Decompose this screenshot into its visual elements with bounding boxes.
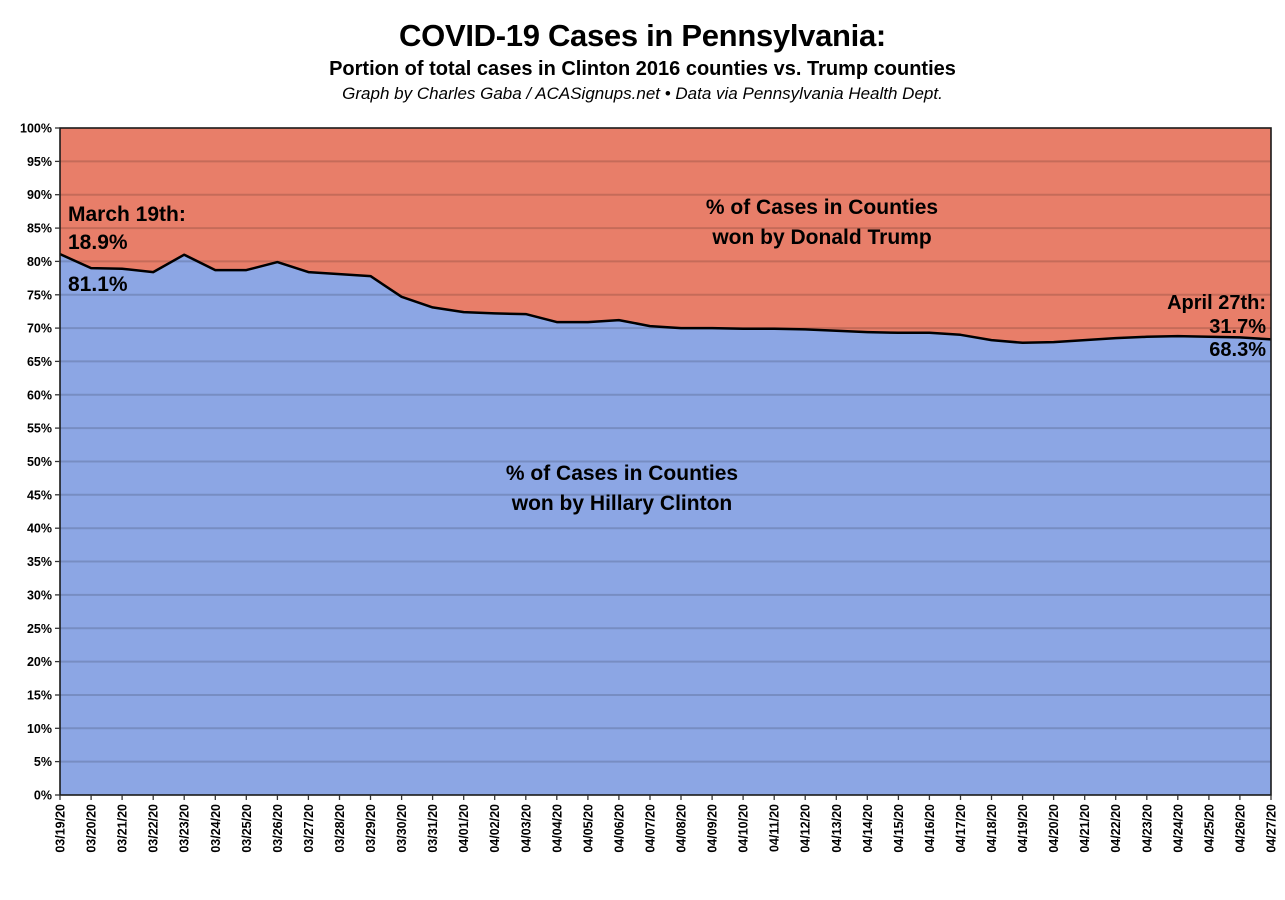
y-tick-label: 55% [27,422,52,436]
y-tick-label: 30% [27,588,52,602]
x-tick-label: 03/25/20 [240,804,254,853]
x-tick-label: 04/12/20 [799,804,813,853]
x-tick-label: 04/01/20 [457,804,471,853]
annotation-april27-trump-value: 31.7% [1209,315,1266,338]
x-tick-label: 03/23/20 [178,804,192,853]
x-tick-label: 03/21/20 [116,804,130,853]
annotation-april27-clinton-value: 68.3% [1209,339,1266,361]
x-tick-label: 04/06/20 [612,804,626,853]
chart-title: COVID-19 Cases in Pennsylvania: [399,18,886,53]
x-tick-label: 04/19/20 [1016,804,1030,853]
x-tick-label: 04/02/20 [488,804,502,853]
x-tick-label: 04/14/20 [861,804,875,853]
x-tick-label: 03/27/20 [302,804,316,853]
chart-attribution: Graph by Charles Gaba / ACASignups.net •… [342,84,943,103]
trump-area-label-line1: % of Cases in Counties [705,196,939,219]
x-tick-label: 03/31/20 [426,804,440,853]
x-tick-label: 04/24/20 [1171,804,1185,853]
x-tick-label: 04/18/20 [985,804,999,853]
x-tick-label: 04/03/20 [519,804,533,853]
y-tick-label: 25% [27,622,52,636]
x-tick-label: 03/28/20 [333,804,347,853]
trump-area-label-line2: won by Donald Trump [712,226,932,249]
x-tick-label: 04/27/20 [1265,804,1279,853]
x-tick-label: 04/17/20 [954,804,968,853]
x-tick-label: 04/23/20 [1140,804,1154,853]
x-tick-label: 04/08/20 [675,804,689,853]
x-tick-label: 04/09/20 [706,804,720,853]
y-tick-label: 85% [27,222,52,236]
x-tick-label: 03/19/20 [54,804,68,853]
x-tick-label: 03/20/20 [85,804,99,853]
x-tick-label: 04/20/20 [1047,804,1061,853]
x-tick-label: 04/26/20 [1233,804,1247,853]
y-tick-label: 20% [27,655,52,669]
x-tick-label: 04/05/20 [581,804,595,853]
y-tick-label: 0% [34,789,52,803]
x-tick-label: 03/24/20 [209,804,223,853]
x-tick-label: 04/21/20 [1078,804,1092,853]
x-tick-label: 03/29/20 [364,804,378,853]
clinton-area-label: % of Cases in Counties won by Hillary Cl… [422,459,822,519]
trump-area-label: % of Cases in Counties won by Donald Tru… [622,193,1022,253]
y-tick-label: 80% [27,255,52,269]
boundary-line [59,252,1272,345]
annotation-april27: April 27th: 31.7% 68.3% [1167,292,1266,363]
x-tick-label: 04/10/20 [737,804,751,853]
x-tick-label: 04/25/20 [1202,804,1216,853]
y-tick-label: 15% [27,689,52,703]
y-tick-label: 10% [27,722,52,736]
clinton-area-label-line2: won by Hillary Clinton [511,492,733,515]
clinton-area [60,254,1271,796]
clinton-area-label-line1: % of Cases in Counties [505,462,739,485]
x-tick-label: 04/07/20 [644,804,658,853]
y-tick-label: 100% [20,122,52,136]
y-tick-label: 75% [27,288,52,302]
y-tick-label: 50% [27,455,52,469]
trump-area [60,128,1271,343]
y-tick-label: 5% [34,755,52,769]
x-tick-label: 03/22/20 [147,804,161,853]
y-tick-label: 60% [27,388,52,402]
annotation-march19-date: March 19th: [68,203,186,226]
annotation-april27-date: April 27th: [1167,292,1266,314]
x-tick-label: 03/30/20 [395,804,409,853]
y-tick-label: 70% [27,322,52,336]
x-tick-label: 04/04/20 [550,804,564,853]
annotation-march19-trump-value: 18.9% [68,231,128,254]
annotation-march19-clinton-value: 81.1% [68,273,128,296]
y-tick-label: 65% [27,355,52,369]
annotation-march19: March 19th: 18.9% [68,201,186,257]
x-tick-label: 04/15/20 [892,804,906,853]
x-tick-label: 04/22/20 [1109,804,1123,853]
x-tick-label: 04/11/20 [768,804,782,852]
x-tick-label: 03/26/20 [271,804,285,853]
y-tick-label: 35% [27,555,52,569]
y-tick-label: 40% [27,522,52,536]
y-tick-label: 90% [27,188,52,202]
x-tick-label: 04/16/20 [923,804,937,853]
x-tick-label: 04/13/20 [830,804,844,853]
y-tick-label: 45% [27,488,52,502]
y-tick-label: 95% [27,155,52,169]
chart-subtitle: Portion of total cases in Clinton 2016 c… [329,58,956,80]
